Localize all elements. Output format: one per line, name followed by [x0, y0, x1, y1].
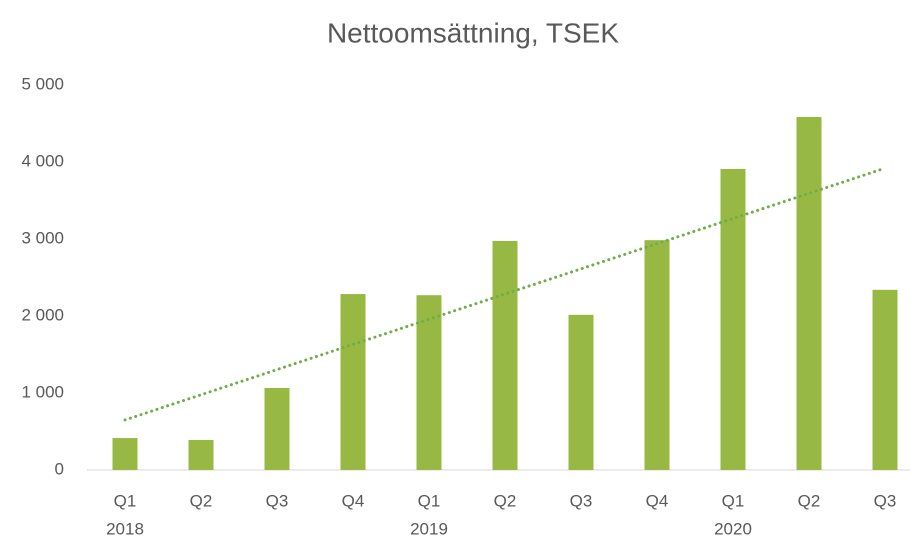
bar [568, 314, 594, 470]
bar [796, 116, 822, 470]
bar [644, 240, 670, 470]
x-group-label: 2018 [106, 519, 144, 538]
y-tick-label: 1 000 [21, 382, 64, 401]
bar [340, 294, 366, 470]
x-tick-label: Q2 [190, 491, 213, 510]
y-tick-label: 0 [55, 459, 64, 478]
x-tick-label: Q1 [418, 491, 441, 510]
bar [720, 168, 746, 470]
x-tick-label: Q4 [342, 491, 365, 510]
x-tick-label: Q3 [570, 491, 593, 510]
trendline [123, 166, 887, 422]
bar [188, 439, 214, 470]
x-tick-label: Q1 [722, 491, 745, 510]
x-group-label: 2020 [714, 519, 752, 538]
x-tick-label: Q1 [114, 491, 137, 510]
chart-title: Nettoomsättning, TSEK [327, 17, 619, 48]
y-tick-label: 2 000 [21, 305, 64, 324]
y-tick-label: 4 000 [21, 151, 64, 170]
bar [872, 289, 898, 470]
y-tick-label: 3 000 [21, 228, 64, 247]
x-tick-label: Q2 [798, 491, 821, 510]
x-tick-label: Q3 [874, 491, 897, 510]
bar [112, 438, 138, 470]
x-tick-label: Q2 [494, 491, 517, 510]
x-tick-label: Q3 [266, 491, 289, 510]
y-tick-label: 5 000 [21, 74, 64, 93]
bar [492, 240, 518, 470]
bar [416, 295, 442, 470]
bar [264, 387, 290, 470]
x-group-label: 2019 [410, 519, 448, 538]
x-tick-label: Q4 [646, 491, 669, 510]
